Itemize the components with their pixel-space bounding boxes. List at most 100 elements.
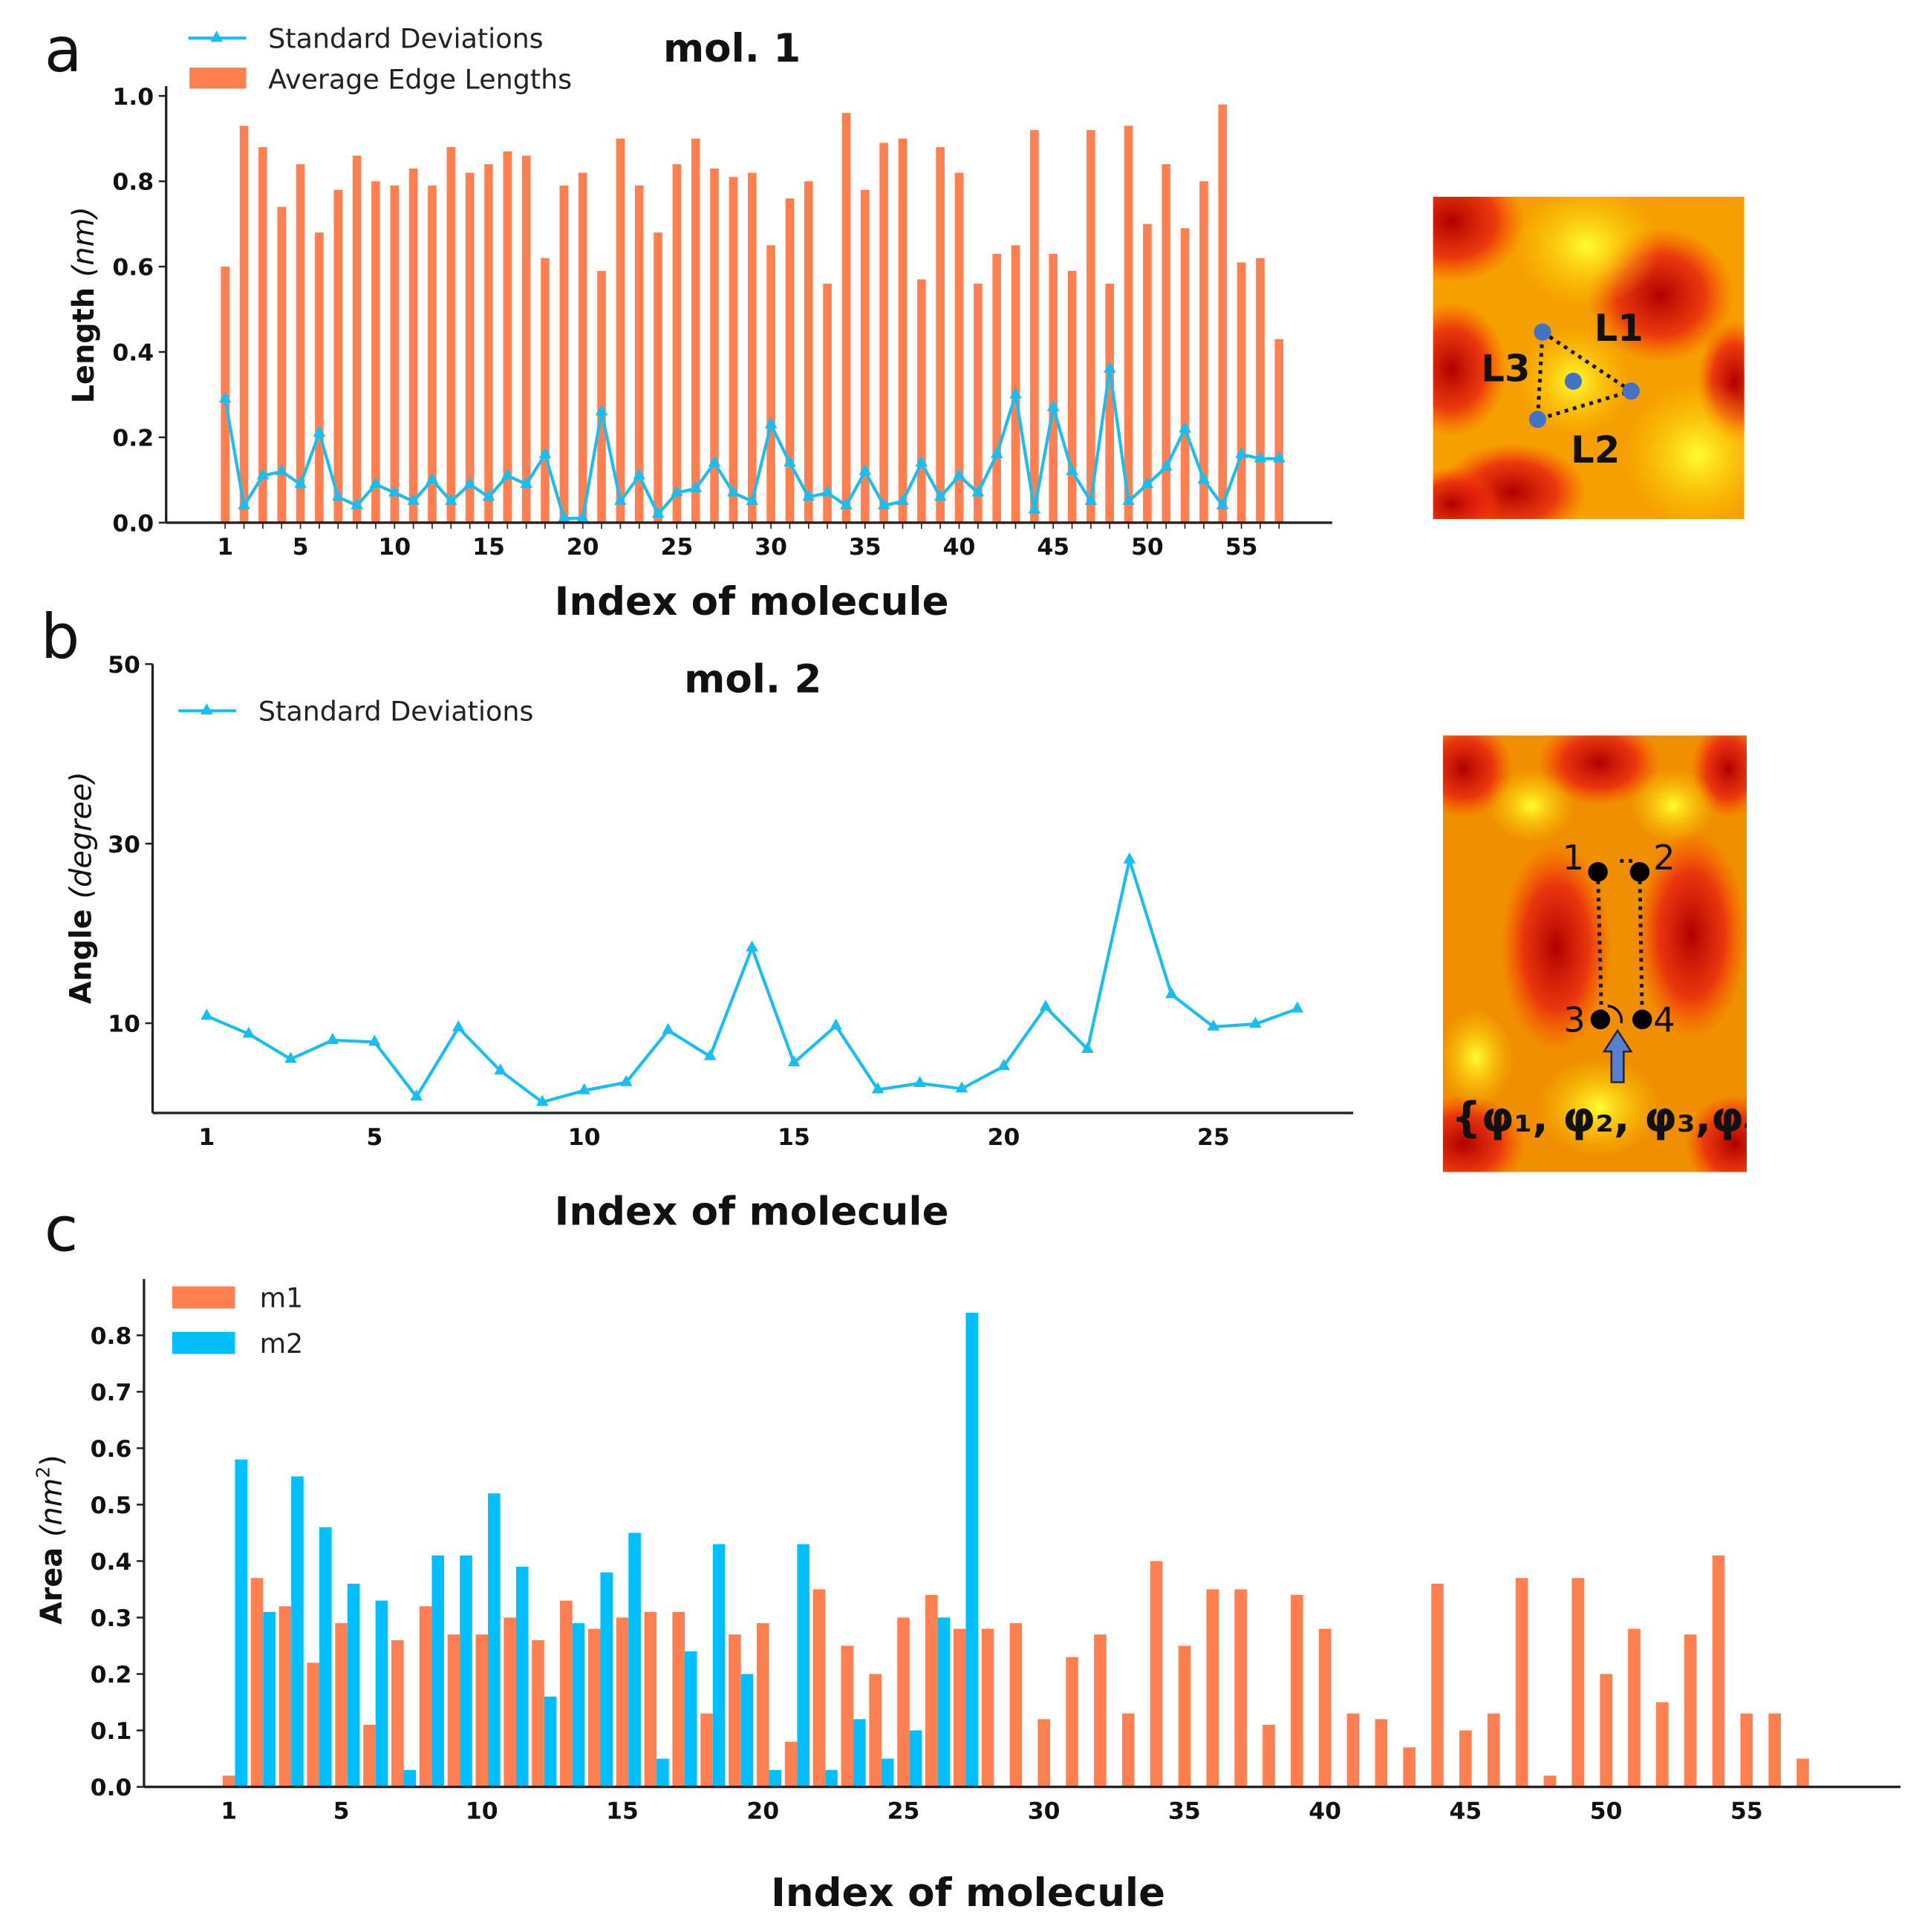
bar-m1 (756, 1623, 769, 1787)
bar-avg-edge-length (1124, 125, 1133, 523)
bar-m1 (1066, 1657, 1078, 1787)
bar-m1 (1515, 1578, 1528, 1787)
bar-m1 (222, 1775, 235, 1787)
stm-inset-mol1: L1 L2 L3 (1433, 197, 1744, 519)
bar-m1 (897, 1617, 910, 1787)
bar-m1 (1150, 1561, 1163, 1787)
bar-avg-edge-length (503, 151, 512, 523)
std-point (783, 455, 796, 467)
std-point (494, 1063, 506, 1075)
atom-label-1: 1 (1563, 838, 1585, 878)
std-point (1197, 472, 1211, 484)
edge-label-l2: L2 (1571, 428, 1620, 471)
std-point (651, 506, 665, 518)
x-tick-label: 10 (378, 534, 411, 561)
std-point (426, 472, 439, 484)
bar-m2 (375, 1600, 388, 1787)
std-point (331, 489, 345, 501)
bar-avg-edge-length (352, 155, 362, 523)
std-point (452, 1020, 465, 1032)
bar-m1 (1346, 1713, 1360, 1787)
std-point (821, 485, 834, 497)
y-tick-label: 0.2 (112, 425, 154, 452)
bar-m1 (560, 1600, 573, 1787)
bar-avg-edge-length (521, 155, 531, 523)
bar-avg-edge-length (879, 143, 888, 523)
std-point (238, 497, 250, 509)
bar-m1 (475, 1634, 489, 1787)
bar-avg-edge-length (1067, 270, 1077, 523)
legend-label-std: Standard Deviations (268, 23, 543, 55)
bar-avg-edge-length (1180, 228, 1190, 523)
legend-bar-swatch (189, 68, 247, 89)
x-tick-label: 10 (568, 1124, 601, 1151)
bar-m1 (307, 1662, 319, 1787)
x-tick-label: 1 (217, 534, 233, 561)
std-point (871, 1082, 884, 1094)
x-tick-label: 20 (746, 1798, 779, 1825)
std-point (369, 477, 382, 489)
std-point (326, 1033, 339, 1044)
std-point (218, 391, 232, 403)
edge-label-l1: L1 (1594, 307, 1643, 350)
bar-m1 (981, 1628, 994, 1787)
std-point (990, 447, 1003, 458)
std-point (501, 468, 514, 480)
bar-m2 (853, 1719, 866, 1787)
y-tick-label: 0.6 (112, 255, 154, 281)
bar-avg-edge-length (1086, 130, 1095, 523)
chart-a-title: mol. 1 (663, 26, 801, 71)
bar-m1 (1403, 1747, 1415, 1787)
std-point (242, 1026, 255, 1038)
chart-a-xlabel: Index of molecule (555, 579, 949, 624)
bar-m1 (1121, 1713, 1135, 1787)
y-tick-label: 0.4 (91, 1549, 132, 1576)
std-point (1066, 464, 1078, 475)
std-point (388, 485, 401, 497)
bar-avg-edge-length (1199, 181, 1208, 523)
std-point (840, 497, 853, 509)
chart-c-ylabel: Area (nm2) (32, 1455, 69, 1625)
triangle-marker-icon (201, 703, 213, 715)
std-point (746, 940, 758, 952)
std-point (284, 1051, 297, 1063)
y-tick-label: 0.8 (112, 169, 154, 196)
bar-m1 (1178, 1645, 1191, 1787)
std-point (1103, 362, 1116, 373)
y-tick-label: 1.0 (112, 84, 154, 111)
std-point (201, 1008, 213, 1020)
std-point (997, 1059, 1010, 1071)
x-tick-label: 15 (606, 1798, 639, 1825)
std-point (1039, 999, 1052, 1011)
bar-m2 (965, 1312, 979, 1787)
stm-inset-mol2: 1 2 3 4 {φ₁, φ₂, φ₃,φ₄} (1442, 735, 1747, 1172)
bar-m2 (740, 1674, 754, 1787)
bar-m1 (953, 1628, 966, 1787)
bar-m1 (784, 1741, 798, 1787)
x-tick-label: 40 (1309, 1798, 1341, 1825)
bar-m1 (1628, 1628, 1641, 1787)
y-tick-label: 0.1 (91, 1718, 132, 1745)
bar-m2 (291, 1476, 304, 1787)
legend-label-std: Standard Deviations (258, 696, 533, 728)
chart-b-legend: Standard Deviations (178, 696, 533, 728)
x-tick-label: 25 (1197, 1124, 1230, 1151)
std-point (445, 494, 457, 506)
bar-m1 (925, 1595, 938, 1787)
bar-m1 (1431, 1583, 1444, 1787)
bar-avg-edge-length (484, 164, 493, 523)
bar-avg-edge-length (634, 185, 644, 523)
std-point (971, 485, 985, 497)
bar-avg-edge-length (315, 232, 324, 523)
bar-avg-edge-length (804, 181, 813, 523)
bar-m1 (672, 1611, 685, 1787)
bar-avg-edge-length (898, 138, 908, 523)
std-point (294, 477, 307, 489)
bar-m1 (391, 1639, 404, 1787)
x-tick-label: 25 (660, 534, 693, 561)
std-point (1291, 1001, 1304, 1013)
x-tick-label: 35 (1168, 1798, 1201, 1825)
bar-avg-edge-length (861, 189, 870, 523)
std-point (662, 1022, 674, 1034)
bar-m2 (797, 1544, 809, 1787)
